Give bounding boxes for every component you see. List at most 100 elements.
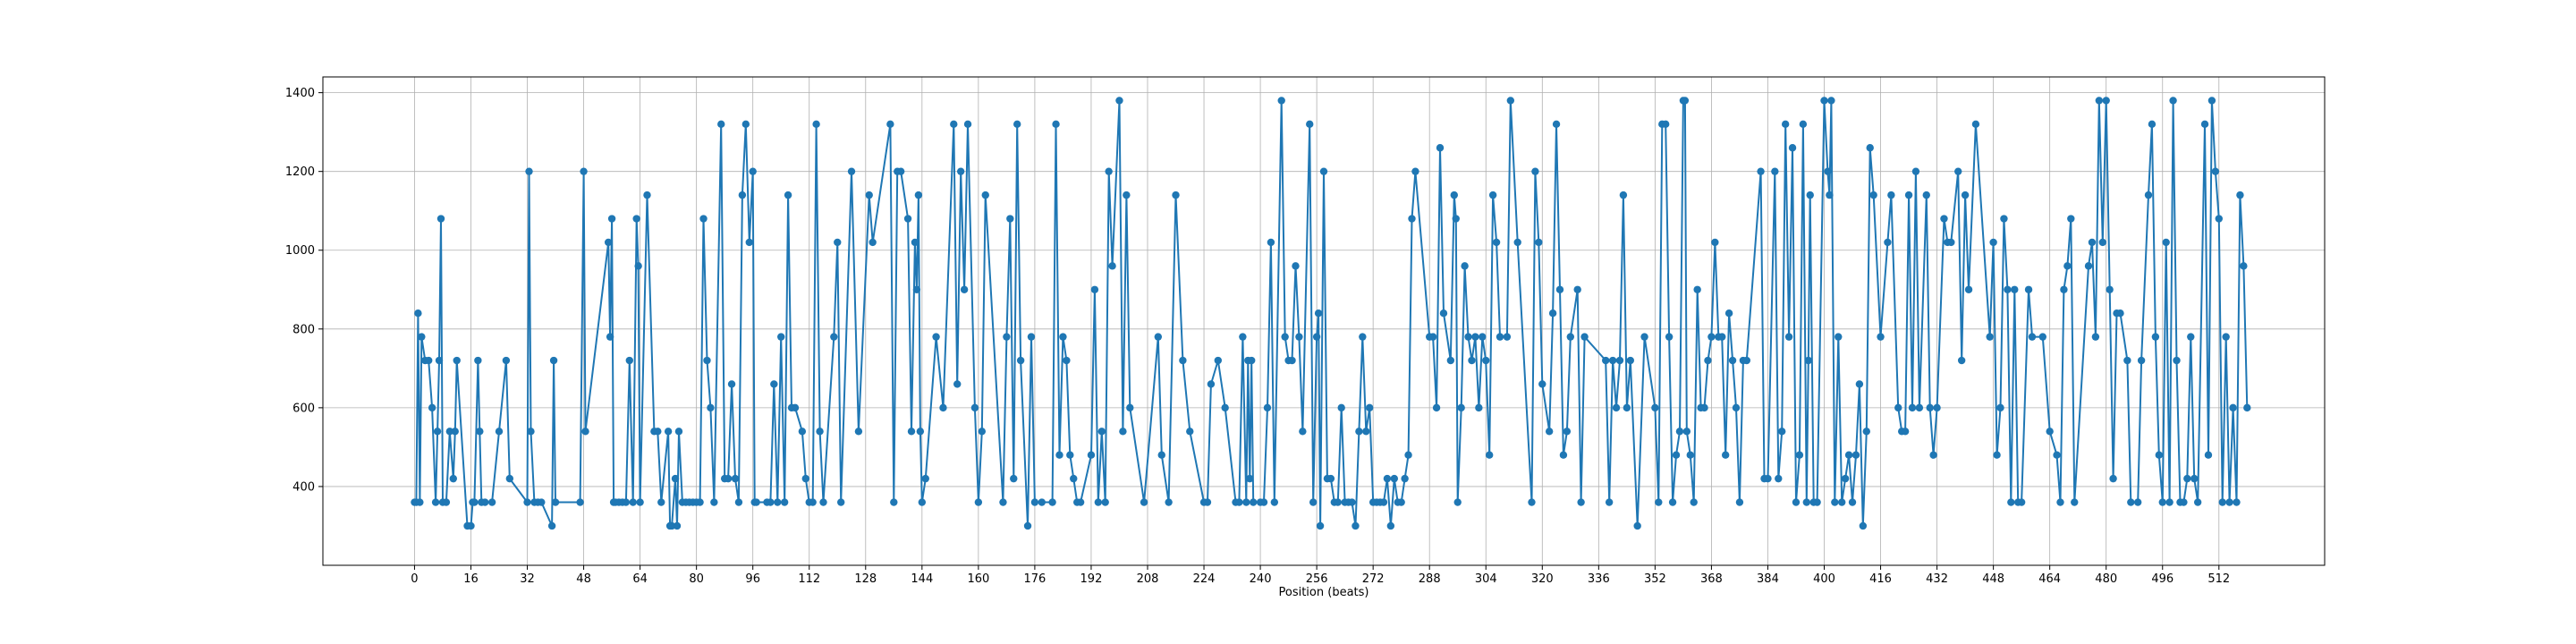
data-point [1804,356,1812,365]
data-point [1115,97,1123,105]
data-point [673,521,682,530]
data-point [442,498,451,506]
data-point [1555,285,1564,293]
data-point [1735,498,1744,506]
data-point [1640,333,1648,341]
data-point [453,356,461,365]
data-point [1263,403,1272,412]
data-point [1852,451,1860,459]
data-point [451,428,459,436]
data-point [1063,356,1071,365]
data-point [1802,498,1810,506]
data-point [1248,356,1256,365]
data-point [1140,498,1148,506]
data-point [974,498,983,506]
data-point [816,428,824,436]
data-point [1101,498,1109,506]
data-point [1348,498,1356,506]
data-point [1566,333,1575,341]
data-point [445,428,454,436]
data-point [505,474,514,483]
data-point [1428,333,1437,341]
data-point [1940,215,1948,223]
data-point [2017,498,2026,506]
data-point [549,356,558,365]
data-point [1076,498,1085,506]
data-point [1023,521,1032,530]
data-point [1894,403,1902,412]
data-point [2098,238,2106,247]
x-tick-label: 368 [1700,572,1723,586]
data-point [1548,309,1557,318]
data-point [1070,474,1078,483]
data-point [696,498,704,506]
data-point [1838,498,1846,506]
data-point [1337,403,1345,412]
data-point [1831,498,1839,506]
data-point [847,167,856,175]
data-point [523,498,531,506]
data-point [538,498,546,506]
x-tick-label: 336 [1588,572,1610,586]
data-point [1764,474,1772,483]
data-point [896,167,905,175]
x-tick-label: 464 [2038,572,2061,586]
data-point [416,498,424,506]
data-point [801,474,809,483]
data-point [2116,309,2124,318]
data-point [470,498,479,506]
data-point [1055,451,1063,459]
data-point [1835,333,1843,341]
data-point [2071,498,2079,506]
data-point [527,428,535,436]
data-point [1475,403,1483,412]
data-point [632,215,640,223]
data-point [1186,428,1194,436]
data-point [418,333,426,341]
data-point [1986,333,1994,341]
data-point [1006,215,1014,223]
data-point [2127,498,2135,506]
data-point [1097,428,1106,436]
data-point [1971,120,1980,129]
x-tick-label: 352 [1644,572,1666,586]
data-point [1718,333,1726,341]
data-series [411,97,2251,530]
data-point [2024,285,2033,293]
data-point [607,215,616,223]
data-point [433,428,442,436]
data-point [1675,428,1684,436]
data-point [1633,521,1641,530]
data-point [1316,521,1325,530]
data-point [2148,120,2157,129]
data-point [1538,380,1546,388]
data-point [1506,97,1515,105]
data-point [1862,428,1870,436]
x-tick-label: 496 [2151,572,2174,586]
data-point [1908,403,1917,412]
data-point [727,380,736,388]
data-point [2144,191,2153,199]
data-point [774,498,782,506]
data-point [914,191,923,199]
data-point [2000,215,2008,223]
data-point [1961,191,1970,199]
data-point [1281,333,1289,341]
data-point [1693,285,1701,293]
data-point [1154,333,1163,341]
data-point [890,498,898,506]
data-point [1052,120,1060,129]
data-point [780,498,789,506]
data-point [622,498,631,506]
data-point [1947,238,1955,247]
data-point [1408,215,1416,223]
data-point [1672,451,1681,459]
data-point [1479,333,1487,341]
data-point [1844,451,1853,459]
grid-lines [323,77,2325,565]
data-point [2007,498,2015,506]
data-point [1559,451,1568,459]
data-point [625,356,633,365]
data-point [2095,97,2104,105]
y-axis-ticks: 400 600 800 1000 1200 1400 [285,87,323,494]
